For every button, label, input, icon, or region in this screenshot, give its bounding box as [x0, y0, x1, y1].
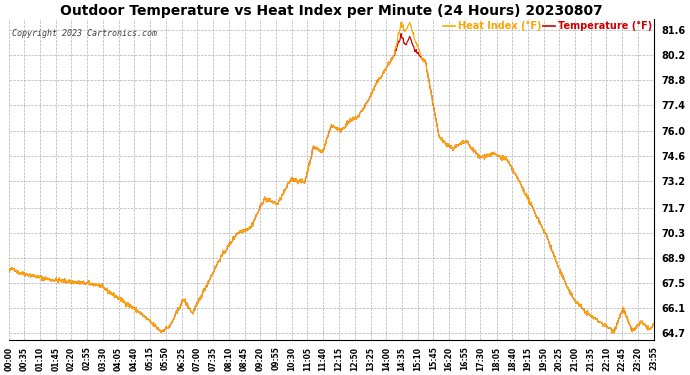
Legend: Heat Index (°F), Temperature (°F): Heat Index (°F), Temperature (°F) — [443, 21, 652, 32]
Title: Outdoor Temperature vs Heat Index per Minute (24 Hours) 20230807: Outdoor Temperature vs Heat Index per Mi… — [60, 4, 602, 18]
Text: Copyright 2023 Cartronics.com: Copyright 2023 Cartronics.com — [12, 29, 157, 38]
